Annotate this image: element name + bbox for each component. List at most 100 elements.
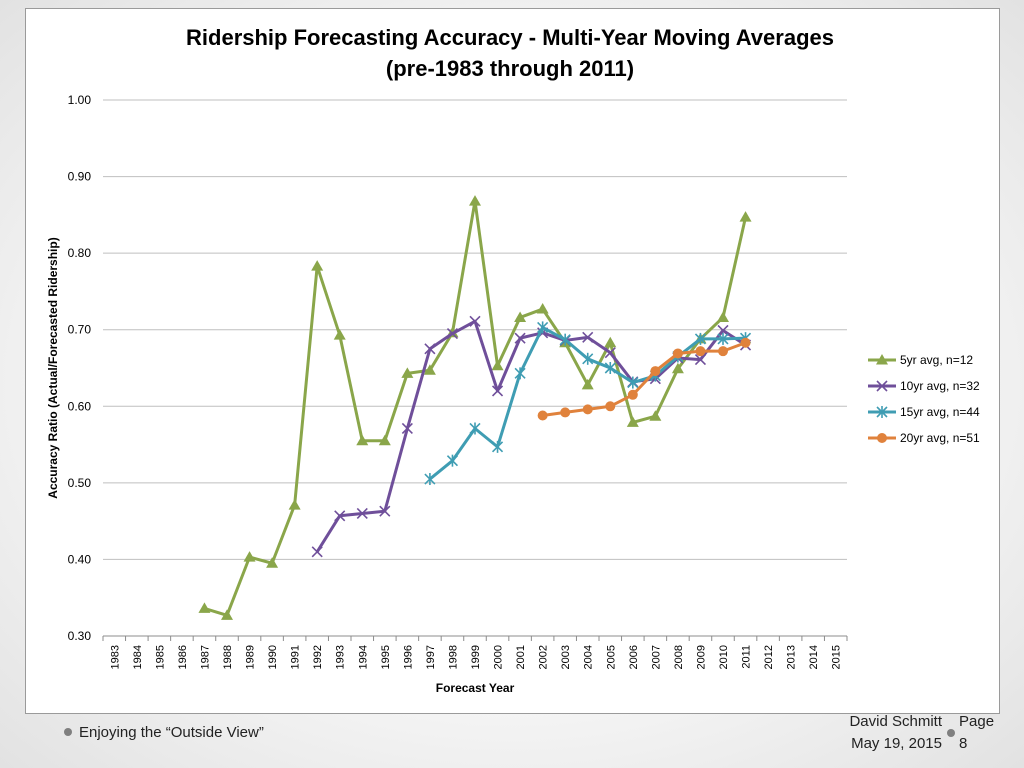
data-point-10yr-avg-n-32-stroke — [334, 510, 346, 522]
data-point-20yr-avg-n-51 — [695, 346, 706, 357]
x-tick-label: 1986 — [177, 645, 189, 669]
y-tick-label: 0.50 — [68, 476, 92, 490]
footer-left-text: Enjoying the “Outside View” — [79, 724, 264, 741]
legend-label-10yr-avg-n-32: 10yr avg, n=32 — [900, 379, 980, 393]
data-point-20yr-avg-n-51 — [560, 407, 571, 418]
x-tick-label: 1990 — [267, 645, 279, 669]
footer-left-bullet — [64, 728, 72, 736]
x-tick-label: 2015 — [831, 645, 843, 669]
legend-marker-5yr-avg-n-12 — [876, 354, 888, 365]
x-tick-label: 2012 — [763, 645, 775, 669]
data-point-20yr-avg-n-51 — [650, 366, 661, 377]
data-point-10yr-avg-n-32 — [311, 546, 323, 558]
x-tick-label: 1997 — [425, 645, 437, 669]
x-tick-label: 1994 — [357, 645, 369, 669]
data-point-10yr-avg-n-32-stroke — [694, 354, 707, 366]
data-point-10yr-avg-n-32-stroke — [604, 347, 616, 359]
data-point-10yr-avg-n-32-stroke — [424, 343, 436, 355]
legend-marker-10yr-avg-n-32-stroke — [876, 380, 888, 392]
series-line-5yr-avg-n-12 — [204, 199, 748, 617]
data-point-15yr-avg-n-44 — [604, 362, 616, 374]
x-tick-label: 2001 — [515, 645, 527, 669]
data-point-5yr-avg-n-12 — [401, 367, 414, 378]
x-tick-label: 2004 — [583, 645, 595, 669]
data-point-5yr-avg-n-12 — [311, 260, 324, 271]
data-point-10yr-avg-n-32-stroke — [717, 324, 729, 337]
data-point-20yr-avg-n-51 — [582, 404, 593, 415]
data-point-10yr-avg-n-32 — [356, 507, 368, 520]
x-tick-label: 1984 — [132, 645, 144, 669]
data-point-15yr-avg-n-44 — [491, 440, 504, 453]
data-point-10yr-avg-n-32-stroke — [446, 327, 459, 340]
y-tick-label: 0.40 — [68, 552, 92, 566]
data-point-5yr-avg-n-12 — [514, 311, 527, 322]
chart-title: Ridership Forecasting Accuracy - Multi-Y… — [186, 25, 834, 50]
data-point-15yr-avg-n-44 — [469, 422, 481, 435]
x-tick-label: 1992 — [312, 645, 324, 669]
x-tick-label: 2011 — [741, 645, 753, 669]
data-point-15yr-avg-n-44 — [537, 321, 549, 334]
data-point-10yr-avg-n-32-stroke — [514, 332, 526, 344]
data-point-20yr-avg-n-51 — [718, 346, 728, 357]
data-point-10yr-avg-n-32 — [424, 343, 436, 355]
x-tick-label: 1983 — [109, 645, 121, 669]
data-point-20yr-avg-n-51 — [740, 337, 751, 348]
footer-date: May 19, 2015 — [851, 735, 942, 752]
footer-author: David Schmitt — [849, 713, 942, 730]
data-point-5yr-avg-n-12 — [266, 557, 279, 568]
data-point-5yr-avg-n-12 — [604, 336, 617, 348]
data-point-5yr-avg-n-12 — [356, 434, 369, 446]
data-point-15yr-avg-n-44 — [627, 376, 639, 389]
legend-label-20yr-avg-n-51: 20yr avg, n=51 — [900, 431, 980, 445]
legend-label-15yr-avg-n-44: 15yr avg, n=44 — [900, 405, 980, 419]
y-tick-label: 0.90 — [68, 170, 92, 184]
series-line-20yr-avg-n-51 — [542, 341, 747, 417]
y-axis-title: Accuracy Ratio (Actual/Forecasted Riders… — [46, 237, 60, 498]
data-point-5yr-avg-n-12 — [378, 434, 391, 446]
data-point-20yr-avg-n-51 — [537, 410, 548, 421]
data-point-20yr-avg-n-51 — [627, 389, 638, 400]
data-point-10yr-avg-n-32 — [514, 332, 526, 344]
x-tick-label: 1985 — [154, 645, 166, 669]
x-tick-label: 1998 — [447, 645, 459, 669]
data-point-5yr-avg-n-12 — [739, 211, 752, 222]
y-tick-label: 0.60 — [68, 399, 92, 413]
slide-frame — [25, 8, 1000, 714]
x-tick-label: 1988 — [222, 645, 234, 669]
data-point-5yr-avg-n-12 — [491, 359, 504, 371]
x-tick-label: 1989 — [245, 645, 257, 669]
data-point-10yr-avg-n-32-stroke — [311, 546, 323, 558]
x-tick-label: 1991 — [290, 645, 302, 669]
chart-title-block: Ridership Forecasting Accuracy - Multi-Y… — [120, 22, 900, 84]
x-tick-label: 1996 — [402, 645, 414, 669]
x-tick-label: 1995 — [380, 645, 392, 669]
data-point-5yr-avg-n-12 — [333, 329, 346, 340]
chart-subtitle: (pre-1983 through 2011) — [385, 56, 635, 81]
data-point-10yr-avg-n-32 — [582, 331, 594, 343]
data-point-15yr-avg-n-44 — [582, 352, 594, 365]
footer-page-label: Page — [959, 713, 995, 730]
data-point-5yr-avg-n-12 — [671, 362, 684, 374]
data-point-20yr-avg-n-51 — [605, 401, 616, 412]
data-point-10yr-avg-n-32-stroke — [582, 331, 594, 343]
x-tick-label: 2007 — [650, 645, 662, 669]
data-point-10yr-avg-n-32 — [334, 510, 346, 522]
x-tick-label: 2006 — [628, 645, 640, 669]
y-tick-label: 0.30 — [68, 629, 92, 643]
data-point-20yr-avg-n-51 — [672, 348, 683, 359]
data-point-5yr-avg-n-12 — [581, 378, 594, 390]
data-point-10yr-avg-n-32-stroke — [469, 315, 481, 327]
data-point-5yr-avg-n-12 — [469, 195, 481, 206]
data-point-10yr-avg-n-32-stroke — [401, 422, 413, 435]
data-point-10yr-avg-n-32 — [491, 385, 504, 397]
data-point-10yr-avg-n-32 — [401, 422, 413, 435]
data-point-10yr-avg-n-32-stroke — [491, 385, 504, 397]
x-tick-label: 2013 — [786, 645, 798, 669]
footer-right-bullet — [947, 729, 955, 737]
data-point-5yr-avg-n-12 — [626, 416, 639, 427]
data-point-10yr-avg-n-32 — [446, 327, 459, 340]
x-tick-label: 2009 — [695, 645, 707, 669]
data-point-10yr-avg-n-32-stroke — [379, 505, 391, 517]
y-tick-label: 0.70 — [68, 323, 92, 337]
